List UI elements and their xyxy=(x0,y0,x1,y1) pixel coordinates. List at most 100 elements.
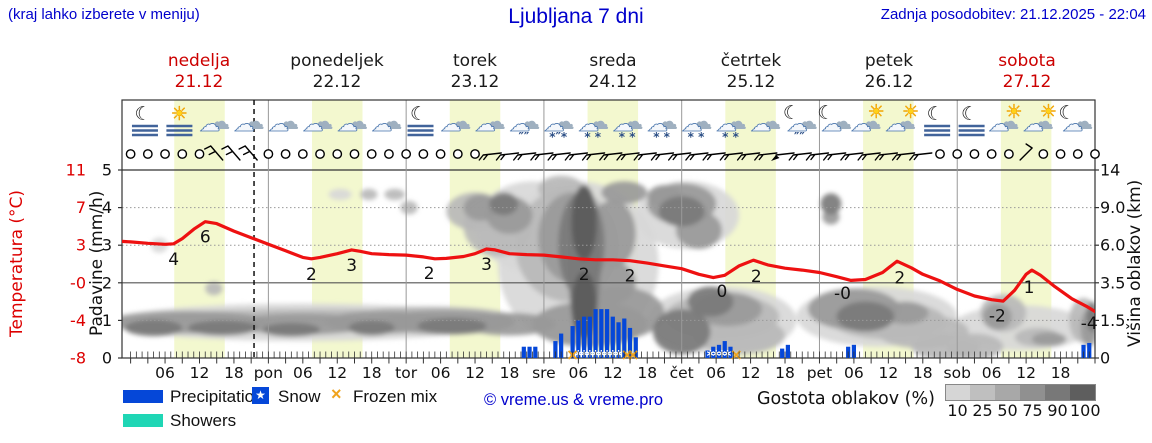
svg-text:☾: ☾ xyxy=(961,103,978,125)
svg-text:* *: * * xyxy=(584,130,601,144)
svg-text:18: 18 xyxy=(362,364,382,382)
svg-text:-2: -2 xyxy=(989,306,1006,326)
svg-text:3: 3 xyxy=(102,236,112,255)
svg-text:-0: -0 xyxy=(70,273,86,292)
weather-icons-row: ☾ ☀ ☁☁ ☁☁ ☁☁ ☁☁ ☁☁ ☁☁ ☾ ☁☁ ☁☁ ☁☁″″☁☁*″*☁☁* *☁☁* *☁☁… xyxy=(131,101,1093,144)
svg-text:pon: pon xyxy=(254,364,283,382)
svg-text:☁: ☁ xyxy=(787,112,808,136)
svg-text:6: 6 xyxy=(200,228,211,248)
svg-text:☁: ☁ xyxy=(682,112,703,136)
svg-text:☀: ☀ xyxy=(902,101,919,123)
day-date: 26.12 xyxy=(864,72,914,92)
svg-text:06: 06 xyxy=(568,364,588,382)
day-name: četrtek xyxy=(720,51,782,71)
cloud-density-tick: 10 xyxy=(947,401,968,420)
cloud-density-tick: 90 xyxy=(1047,401,1068,420)
svg-text:☁: ☁ xyxy=(795,109,818,135)
svg-text:×: × xyxy=(626,345,639,364)
svg-text:sre: sre xyxy=(532,364,556,382)
cloud-density-scale: 10 25 50 75 90 100 xyxy=(945,384,1101,420)
day-date: 21.12 xyxy=(174,72,224,92)
cloud-density-step: 75 xyxy=(1020,384,1045,420)
last-updated: Zadnja posodobitev: 21.12.2025 - 22:04 xyxy=(880,6,1146,23)
snow-star-icon: ★ xyxy=(252,387,269,404)
svg-text:3: 3 xyxy=(346,256,357,276)
svg-text:* *: * * xyxy=(653,130,670,144)
svg-text:3: 3 xyxy=(76,236,86,255)
svg-text:06: 06 xyxy=(431,364,451,382)
svg-text:☁: ☁ xyxy=(1062,112,1083,136)
svg-text:☁: ☁ xyxy=(997,109,1020,135)
cloud-density-tick: 50 xyxy=(997,401,1018,420)
showers-legend-label: Showers xyxy=(170,411,237,430)
snow-legend-label: Snow xyxy=(278,387,321,406)
svg-text:06: 06 xyxy=(844,364,864,382)
svg-text:tor: tor xyxy=(395,364,418,382)
cloud-density-tick: 100 xyxy=(1070,401,1101,420)
day-date: 25.12 xyxy=(726,72,776,92)
svg-text:18: 18 xyxy=(637,364,657,382)
svg-text:12: 12 xyxy=(465,364,485,382)
svg-text:06: 06 xyxy=(706,364,726,382)
svg-text:☁: ☁ xyxy=(716,112,737,136)
svg-text:☀: ☀ xyxy=(171,103,188,125)
svg-text:☁: ☁ xyxy=(199,112,220,136)
svg-text:3: 3 xyxy=(481,255,492,275)
cloud-density-tick: 75 xyxy=(1022,401,1043,420)
svg-text:14: 14 xyxy=(1100,161,1120,180)
svg-text:12: 12 xyxy=(741,364,761,382)
svg-text:18: 18 xyxy=(775,364,795,382)
svg-text:☁: ☁ xyxy=(475,112,496,136)
svg-text:☁: ☁ xyxy=(234,112,255,136)
temperature-axis-title: Temperatura (°C) xyxy=(7,189,27,337)
svg-text:☁: ☁ xyxy=(1070,109,1093,135)
svg-text:☁: ☁ xyxy=(989,112,1010,136)
day-date: 22.12 xyxy=(312,72,362,92)
svg-text:18: 18 xyxy=(500,364,520,382)
svg-text:☀: ☀ xyxy=(1040,101,1057,123)
day-label: sreda 24.12 xyxy=(544,51,682,93)
svg-text:☾: ☾ xyxy=(783,102,800,124)
precipitation-axis-title: Padavine (mm/h) xyxy=(87,190,107,336)
svg-text:☁: ☁ xyxy=(859,109,882,135)
svg-text:☁: ☁ xyxy=(242,109,265,135)
cloud-density-step: 100 xyxy=(1070,384,1101,420)
cloud-density-step: 10 xyxy=(945,384,971,420)
frozen-mix-x-icon: × xyxy=(331,384,342,404)
day-label: ponedeljek 22.12 xyxy=(268,51,406,93)
svg-text:☁: ☁ xyxy=(621,109,644,135)
svg-text:″″: ″″ xyxy=(518,130,529,144)
day-name: torek xyxy=(453,51,497,71)
svg-text:4: 4 xyxy=(168,250,179,270)
svg-text:-0: -0 xyxy=(834,284,851,304)
svg-text:-8: -8 xyxy=(70,349,86,368)
day-date: 24.12 xyxy=(588,72,638,92)
day-label: četrtek 25.12 xyxy=(682,51,820,93)
svg-text:☁: ☁ xyxy=(268,112,289,136)
svg-text:* *: * * xyxy=(619,130,636,144)
frozen-mix-legend-label: Frozen mix xyxy=(353,387,438,406)
day-name: sobota xyxy=(998,51,1056,71)
copyright-text: © vreme.us & vreme.pro xyxy=(484,391,664,409)
svg-text:2: 2 xyxy=(306,265,317,285)
svg-text:☁: ☁ xyxy=(613,112,634,136)
svg-text:☁: ☁ xyxy=(647,112,668,136)
svg-text:☁: ☁ xyxy=(821,112,842,136)
day-label: sobota 27.12 xyxy=(958,51,1096,93)
svg-text:1: 1 xyxy=(102,311,112,330)
wind-row xyxy=(125,143,1100,161)
svg-text:* *: * * xyxy=(688,130,705,144)
svg-text:☾: ☾ xyxy=(817,102,834,124)
svg-text:* *: * * xyxy=(722,130,739,144)
svg-text:☁: ☁ xyxy=(586,109,609,135)
svg-text:5: 5 xyxy=(102,161,112,180)
page-title: Ljubljana 7 dni xyxy=(508,5,644,28)
svg-text:☁: ☁ xyxy=(372,112,393,136)
svg-text:☁: ☁ xyxy=(337,112,358,136)
svg-text:-4: -4 xyxy=(1081,314,1098,334)
svg-text:7: 7 xyxy=(76,198,86,217)
cloud-density-label: Gostota oblakov (%) xyxy=(757,389,935,409)
svg-text:☁: ☁ xyxy=(345,109,368,135)
